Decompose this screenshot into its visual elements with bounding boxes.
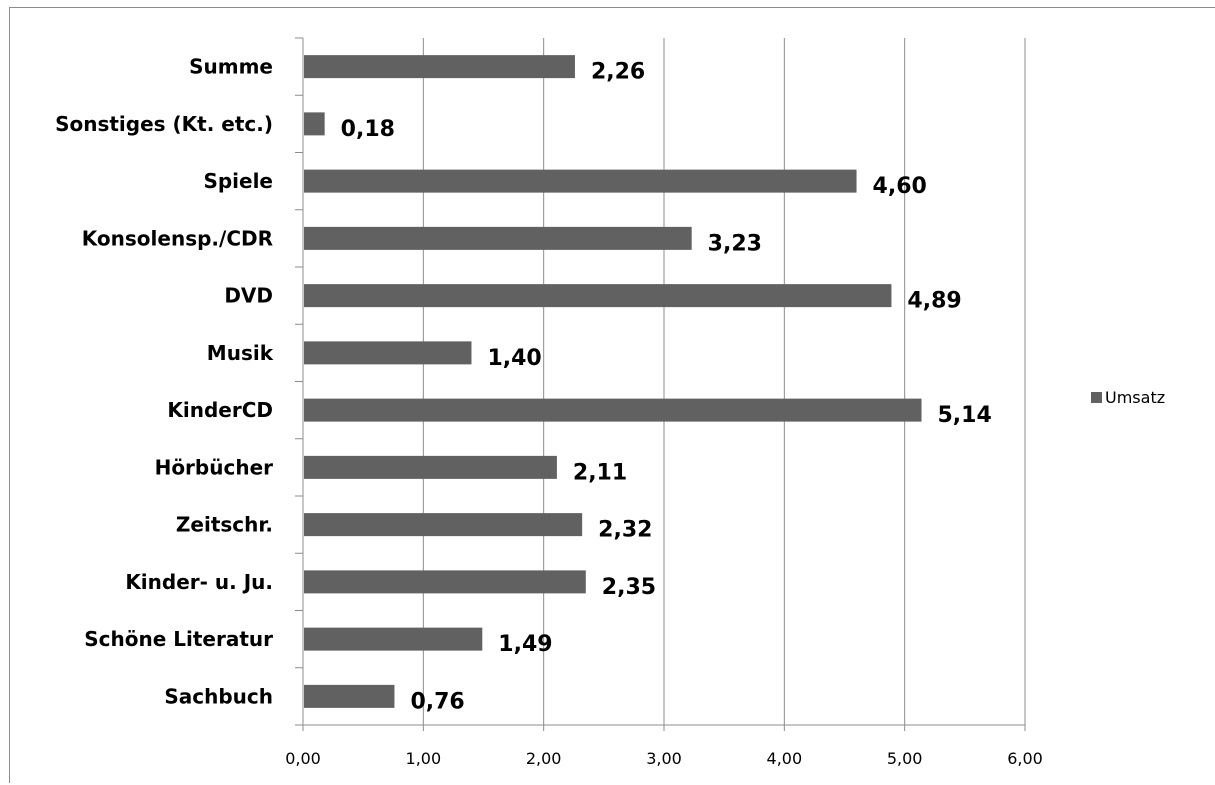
x-tick-label: 4,00: [767, 749, 803, 768]
bar-9: [304, 169, 857, 193]
x-tick-label: 5,00: [887, 749, 923, 768]
data-label: 0,18: [341, 117, 395, 142]
data-label: 2,11: [573, 460, 627, 485]
legend-label: Umsatz: [1105, 388, 1165, 407]
category-label: Schöne Literatur: [84, 627, 273, 651]
x-tick-label: 3,00: [646, 749, 682, 768]
bar-7: [304, 284, 892, 308]
category-label: Kinder- u. Ju.: [125, 570, 273, 594]
bar-4: [304, 455, 557, 479]
bar-10: [304, 112, 325, 136]
legend: Umsatz: [1091, 388, 1165, 407]
data-label: 4,89: [907, 289, 961, 314]
category-label: KinderCD: [167, 398, 273, 422]
x-tick-label: 2,00: [526, 749, 562, 768]
category-label: Summe: [189, 55, 273, 79]
category-label: Hörbücher: [155, 455, 274, 479]
x-tick-label: 1,00: [406, 749, 442, 768]
category-label: DVD: [224, 284, 273, 308]
category-label: Musik: [207, 341, 274, 365]
bar-0: [304, 684, 395, 708]
axes: [295, 37, 1026, 731]
bar-2: [304, 570, 586, 594]
bar-3: [304, 513, 583, 537]
category-label: Zeitschr.: [176, 513, 273, 537]
x-tick-label: 0,00: [285, 749, 321, 768]
data-label: 2,35: [602, 575, 656, 600]
bar-6: [304, 341, 472, 365]
chart-frame: [9, 7, 1215, 783]
data-label: 3,23: [708, 231, 762, 256]
data-label: 2,32: [598, 518, 652, 543]
data-label: 1,40: [487, 346, 541, 371]
category-label: Spiele: [203, 169, 273, 193]
bar-1: [304, 627, 483, 651]
data-label: 2,26: [591, 60, 645, 85]
bar-11: [304, 55, 575, 79]
bar-8: [304, 226, 692, 250]
data-label: 5,14: [938, 403, 992, 428]
legend-swatch: [1091, 392, 1102, 403]
labels: 0,00 1,00 2,00 3,00 4,00 5,00 6,00 Sachbuch 0,76…: [55, 55, 1043, 768]
data-label: 0,76: [410, 689, 464, 714]
x-tick-label: 6,00: [1007, 749, 1043, 768]
category-label: Sonstiges (Kt. etc.): [55, 112, 273, 136]
category-label: Sachbuch: [164, 684, 273, 708]
bars: [304, 55, 922, 708]
bar-5: [304, 398, 922, 422]
data-label: 4,60: [873, 174, 927, 199]
gridlines: [422, 38, 1026, 725]
data-label: 1,49: [498, 632, 552, 657]
category-label: Konsolensp./CDR: [82, 226, 273, 250]
